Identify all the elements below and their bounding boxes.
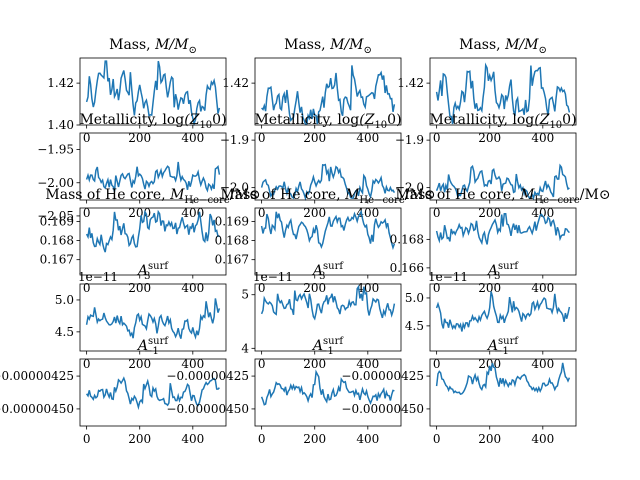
y-tick-label: 4.5 bbox=[55, 325, 74, 339]
y-tick-label: 1.40 bbox=[47, 118, 74, 132]
subplot-12: 5.0 4.5 0 200 400 1e−11 Asurf 3 bbox=[405, 261, 576, 371]
x-tick-label: 200 bbox=[128, 281, 151, 295]
subplot-title: Asurf −1 bbox=[136, 336, 169, 357]
y-tick-label: 4.5 bbox=[405, 319, 424, 333]
y-tick-label: −1.9 bbox=[395, 133, 424, 147]
y-tick-label: −1.95 bbox=[37, 143, 74, 157]
y-tick-label: 0.167 bbox=[40, 253, 74, 267]
x-tick-label: 400 bbox=[356, 432, 379, 446]
y-tick-label: 5.0 bbox=[405, 291, 424, 305]
y-tick-label: −0.00000425 bbox=[341, 369, 424, 383]
subplot-title: Asurf −1 bbox=[311, 336, 344, 357]
subplot-title: Asurf 3 bbox=[486, 261, 519, 282]
x-tick-label: 400 bbox=[531, 281, 554, 295]
series-line bbox=[437, 214, 570, 245]
y-tick-label: 0.169 bbox=[215, 214, 249, 228]
y-tick-label: 1.42 bbox=[222, 76, 249, 90]
x-tick-label: 0 bbox=[258, 432, 266, 446]
subplot-title: Asurf 3 bbox=[136, 261, 169, 282]
x-tick-label: 400 bbox=[531, 432, 554, 446]
x-tick-label: 400 bbox=[181, 432, 204, 446]
x-tick-label: 200 bbox=[303, 281, 326, 295]
x-tick-label: 0 bbox=[433, 432, 441, 446]
y-tick-label: 1.42 bbox=[397, 76, 424, 90]
y-tick-label: 0.168 bbox=[40, 234, 74, 248]
series-line bbox=[87, 298, 220, 338]
offset-text: 1e−11 bbox=[253, 270, 293, 284]
offset-text: 1e−11 bbox=[78, 270, 118, 284]
y-tick-label: −0.00000425 bbox=[0, 369, 74, 383]
y-tick-label: 0.168 bbox=[390, 232, 424, 246]
y-tick-label: −0.00000450 bbox=[166, 402, 249, 416]
subplot-15: −0.00000425 −0.00000450 0 200 400 Asurf −1 bbox=[341, 336, 576, 446]
y-tick-label: −0.00000425 bbox=[166, 369, 249, 383]
subplot-title: Mass, M/M⊙ bbox=[284, 37, 372, 56]
x-tick-label: 200 bbox=[478, 281, 501, 295]
y-tick-label: 5 bbox=[241, 288, 249, 302]
y-tick-label: 0.169 bbox=[40, 214, 74, 228]
y-tick-label: 1.42 bbox=[47, 76, 74, 90]
subplot-title: Asurf 3 bbox=[311, 261, 344, 282]
x-tick-label: 400 bbox=[181, 281, 204, 295]
subplot-title: Mass, M/M⊙ bbox=[459, 37, 547, 56]
subplot-10: 5.04.50 200 4001e−11 Asurf 3 bbox=[55, 261, 226, 371]
x-tick-label: 200 bbox=[303, 432, 326, 446]
y-tick-label: −0.00000450 bbox=[0, 402, 74, 416]
y-tick-label: 0.167 bbox=[215, 253, 249, 267]
subplot-13: −0.00000425 −0.00000450 0 200 400 Asurf−1 bbox=[0, 336, 226, 446]
subplot-title: Mass of He core, MHe−core/M⊙ bbox=[395, 187, 610, 206]
y-tick-label: −0.00000450 bbox=[341, 402, 424, 416]
series-line bbox=[437, 292, 570, 332]
x-tick-label: 200 bbox=[478, 432, 501, 446]
y-tick-label: −1.9 bbox=[220, 133, 249, 147]
x-tick-label: 0 bbox=[83, 432, 91, 446]
y-tick-label: 5.0 bbox=[55, 293, 74, 307]
subplot-title: Metallicity, log(Z100) bbox=[429, 112, 576, 131]
subplot-title: Mass, M/M⊙ bbox=[109, 37, 197, 56]
y-tick-label: 0.166 bbox=[390, 261, 424, 275]
x-tick-label: 200 bbox=[128, 432, 151, 446]
subplot-title: Asurf −1 bbox=[486, 336, 519, 357]
subplot-title: Metallicity, log(Z100) bbox=[254, 112, 401, 131]
y-tick-label: 4 bbox=[241, 341, 249, 355]
y-tick-label: 0.168 bbox=[215, 234, 249, 248]
offset-text: 1e−11 bbox=[428, 270, 468, 284]
subplot-title: Metallicity, log(Z100) bbox=[79, 112, 226, 131]
